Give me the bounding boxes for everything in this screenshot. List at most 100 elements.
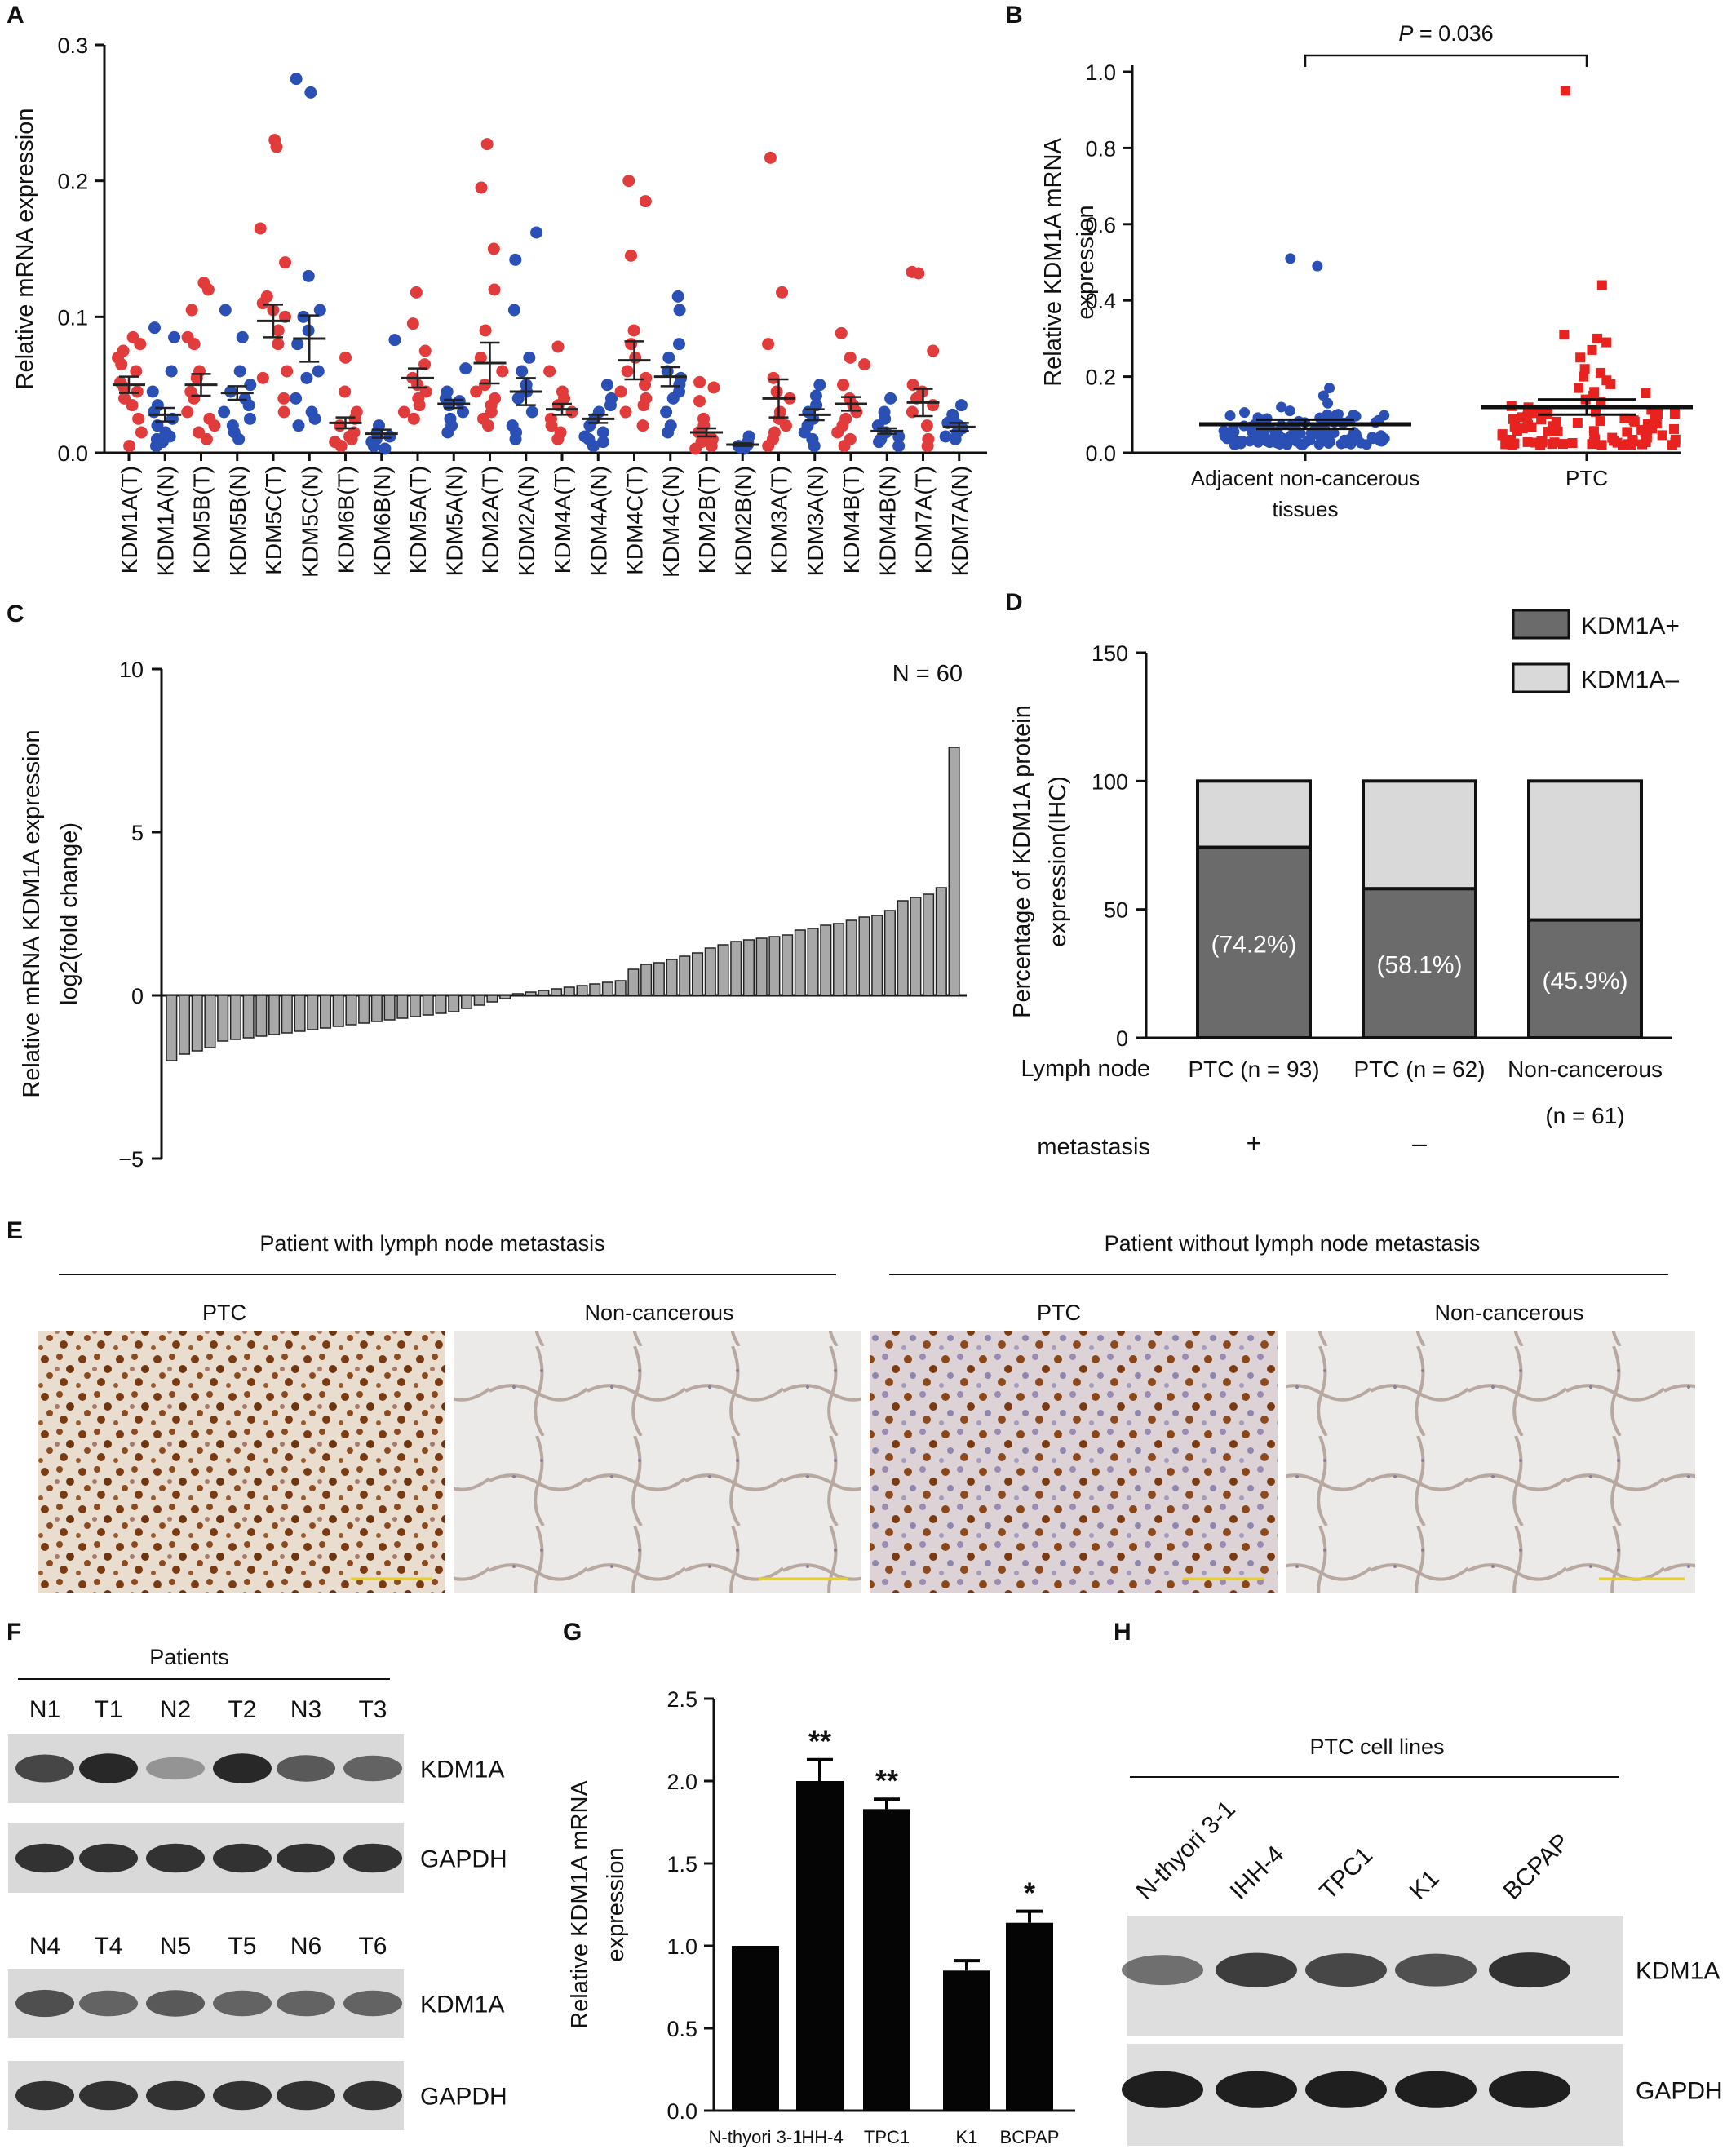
b-y-tick-label: 0.2 <box>1085 366 1116 390</box>
c-bar <box>730 941 742 996</box>
c-bar <box>717 944 729 996</box>
a-data-point <box>873 436 886 449</box>
a-x-tick-label: KDM4C(T) <box>622 466 648 575</box>
h-blot-band <box>1489 1952 1570 1988</box>
a-data-point <box>345 432 358 445</box>
c-annotation: N = 60 <box>892 661 963 687</box>
b-data-point <box>1530 437 1541 448</box>
panel-f: Patients <box>18 1645 390 1680</box>
a-data-point <box>762 440 775 453</box>
a-data-point <box>272 324 285 337</box>
d-data-label: (58.1%) <box>1376 952 1462 979</box>
a-data-point <box>474 351 487 364</box>
a-x-tick-label: KDM2A(T) <box>478 466 503 574</box>
c-bar <box>845 919 857 996</box>
d-x-tick-label: Non-cancerous <box>1508 1057 1663 1082</box>
a-data-point <box>660 405 673 419</box>
a-data-point <box>470 385 483 398</box>
b-y-tick-label: 0.0 <box>1085 441 1116 466</box>
a-data-point <box>200 432 213 445</box>
a-data-point <box>478 379 491 392</box>
c-bar <box>679 955 691 996</box>
a-data-point <box>639 379 652 392</box>
a-data-point <box>130 365 143 378</box>
a-data-point <box>921 440 934 453</box>
d-x-tick-label-extra: (n = 61) <box>1545 1103 1624 1128</box>
a-data-point <box>596 436 609 449</box>
a-data-point <box>135 426 148 439</box>
a-data-point <box>379 442 392 455</box>
c-bar <box>242 995 255 1039</box>
b-data-point <box>1264 434 1276 445</box>
h-blot-band <box>1216 1952 1297 1987</box>
c-bar <box>589 983 601 996</box>
a-data-point <box>312 365 325 378</box>
a-x-tick-label: KDM5C(T) <box>261 466 286 575</box>
b-data-point <box>1589 436 1600 447</box>
a-data-point <box>308 412 321 425</box>
b-data-point <box>1312 260 1323 272</box>
d-row-label: Lymph node <box>1021 1056 1150 1082</box>
a-data-point <box>543 365 556 378</box>
a-y-tick-label: 0.2 <box>57 170 88 194</box>
h-blot-band <box>1305 1953 1387 1987</box>
c-bar <box>307 995 319 1030</box>
b-data-point <box>1560 86 1570 96</box>
b-data-point <box>1244 436 1256 447</box>
b-p-value-rest: = 0.036 <box>1413 21 1493 46</box>
h-band-label: GAPDH <box>1636 2077 1723 2104</box>
c-bar <box>191 995 203 1052</box>
panel-g-chart: 0.0 0.5 1.0 1.5 2.0 2.5 Relative KDM1A mRNA exp… <box>567 1687 1075 2147</box>
c-bar <box>396 995 409 1019</box>
a-data-point <box>150 440 163 453</box>
a-data-point <box>485 405 498 419</box>
a-data-point <box>131 385 144 398</box>
a-data-point <box>662 351 675 364</box>
f-blot-band <box>213 2080 272 2111</box>
a-data-point <box>927 399 940 412</box>
a-data-point <box>148 321 162 335</box>
g-bar <box>796 1781 844 2111</box>
b-data-point <box>1629 416 1640 427</box>
b-data-point <box>1622 427 1632 437</box>
a-data-point <box>480 138 494 151</box>
b-data-point <box>1567 438 1578 449</box>
a-data-point <box>912 267 925 280</box>
a-data-point <box>236 330 249 343</box>
f-blot-band <box>213 1990 272 2017</box>
b-data-point <box>1596 367 1606 378</box>
a-data-point <box>838 440 851 453</box>
a-data-point <box>496 365 509 378</box>
a-data-point <box>666 392 680 405</box>
a-y-tick-label: 0.3 <box>57 33 88 58</box>
b-p-value-italic: P <box>1398 21 1413 46</box>
panel-letter-f: F <box>7 1619 21 1646</box>
d-row-value: – <box>1412 1128 1427 1158</box>
a-data-point <box>304 86 317 99</box>
f-lane-label: N1 <box>29 1696 60 1723</box>
e-group-title-with: Patient with lymph node metastasis <box>259 1231 604 1256</box>
c-bar <box>692 952 704 996</box>
g-y-tick-label: 1.5 <box>666 1852 698 1876</box>
b-data-point <box>1605 379 1616 389</box>
f-lane-label: N5 <box>160 1933 191 1960</box>
d-y-tick-label: 50 <box>1104 898 1128 923</box>
a-data-point <box>831 426 844 439</box>
g-bar <box>863 1809 910 2111</box>
panel-a-chart: 0.0 0.1 0.2 0.3 Relative mRNA expression KDM1… <box>12 33 987 578</box>
c-bar <box>653 962 665 996</box>
a-x-tick-label: KDM1A(T) <box>117 466 142 574</box>
a-data-point <box>809 389 822 402</box>
c-bar <box>332 995 344 1027</box>
c-bar <box>884 910 896 996</box>
a-data-point <box>146 385 159 398</box>
g-x-tick-label: BCPAP <box>1000 2127 1060 2147</box>
a-data-point <box>705 440 718 453</box>
b-data-point <box>1595 416 1605 427</box>
b-data-point <box>1219 430 1230 441</box>
a-data-point <box>459 362 472 375</box>
a-data-point <box>707 381 720 394</box>
a-x-tick-label: KDM4B(T) <box>839 466 864 574</box>
a-x-tick-label: KDM3A(N) <box>803 466 828 576</box>
